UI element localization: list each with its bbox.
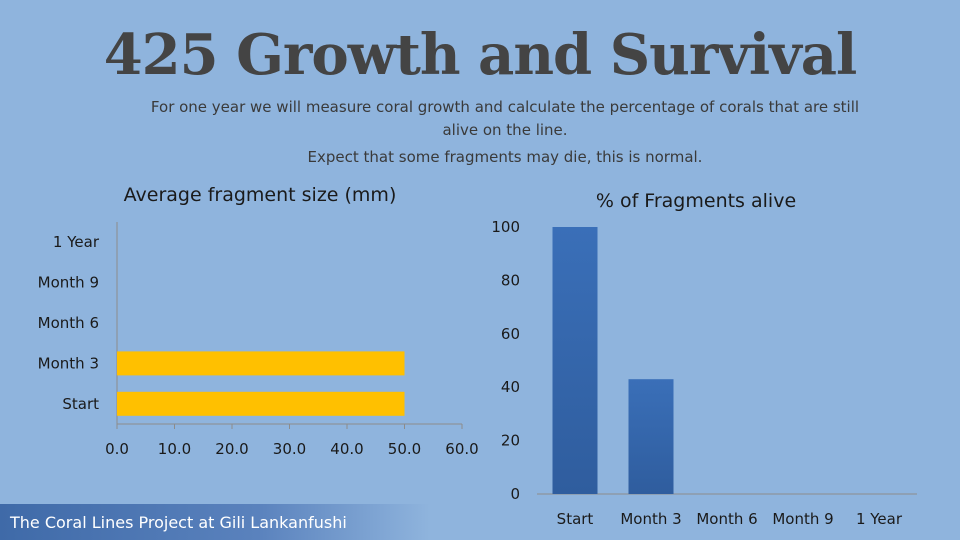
alive-y-tick-label: 60 (501, 325, 520, 343)
size-category-label: Month 3 (38, 354, 99, 372)
footer-banner: The Coral Lines Project at Gili Lankanfu… (0, 504, 430, 540)
size-bar (117, 391, 405, 416)
alive-category-label: Month 9 (772, 510, 833, 528)
footer-text: The Coral Lines Project at Gili Lankanfu… (10, 513, 347, 532)
slide-title: 425 Growth and Survival (103, 22, 858, 88)
size-category-label: 1 Year (53, 233, 100, 251)
alive-category-label: Start (557, 510, 594, 528)
size-category-label: Start (62, 395, 99, 413)
size-bar (117, 351, 405, 376)
alive-y-tick-label: 40 (501, 378, 520, 396)
alive-chart-title: % of Fragments alive (595, 190, 797, 212)
size-x-tick-label: 10.0 (158, 440, 191, 458)
size-x-tick-label: 40.0 (330, 440, 363, 458)
size-chart-title: Average fragment size (mm) (123, 184, 397, 206)
size-x-tick-label: 60.0 (445, 440, 478, 458)
alive-bar (628, 379, 674, 494)
size-x-tick-label: 50.0 (388, 440, 421, 458)
slide-note: Expect that some fragments may die, this… (307, 148, 703, 166)
alive-category-label: Month 3 (620, 510, 681, 528)
alive-y-tick-label: 100 (491, 218, 520, 236)
size-x-tick-label: 0.0 (105, 440, 129, 458)
alive-category-label: 1 Year (856, 510, 903, 528)
alive-y-tick-label: 80 (501, 271, 520, 289)
alive-y-tick-label: 0 (510, 485, 520, 503)
size-x-tick-label: 30.0 (273, 440, 306, 458)
alive-y-tick-label: 20 (501, 432, 520, 450)
slide-subtitle: For one year we will measure coral growt… (150, 98, 860, 139)
size-category-label: Month 6 (38, 314, 99, 332)
alive-category-label: Month 6 (696, 510, 757, 528)
size-x-tick-label: 20.0 (215, 440, 248, 458)
alive-bar (552, 227, 598, 494)
size-category-label: Month 9 (38, 274, 99, 292)
